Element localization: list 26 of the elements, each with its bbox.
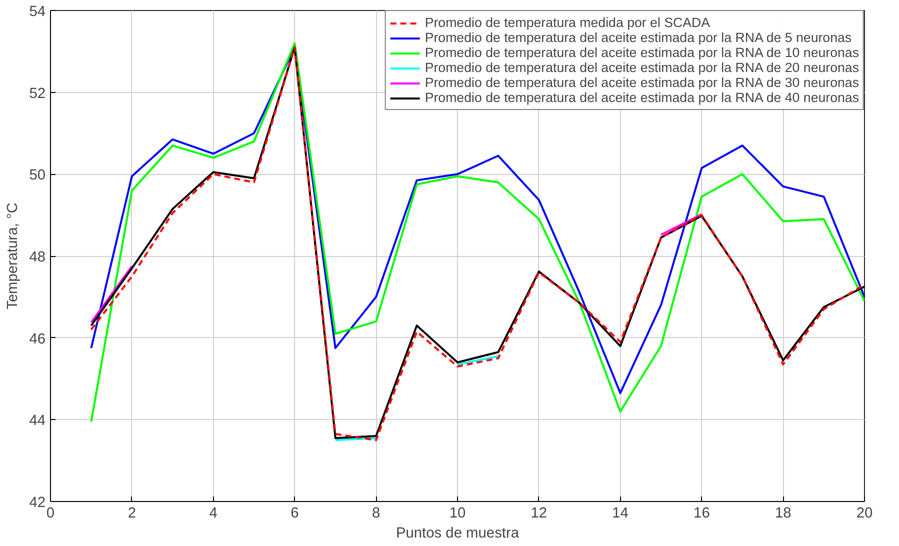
legend-label: Promedio de temperatura del aceite estimada por la RNA de 30 neuronas: [424, 75, 859, 90]
y-tick-label: 54: [29, 4, 46, 20]
y-tick-label: 50: [29, 168, 46, 184]
x-tick-label: 10: [449, 506, 466, 522]
y-tick-label: 52: [29, 86, 46, 102]
x-tick-label: 14: [612, 506, 628, 522]
x-tick-label: 18: [774, 506, 792, 522]
x-tick-label: 0: [46, 506, 55, 522]
y-tick-label: 42: [29, 495, 46, 511]
legend-label: Promedio de temperatura del aceite estimada por la RNA de 5 neuronas: [424, 30, 852, 45]
x-axis-title: Puntos de muestra: [396, 526, 520, 542]
x-tick-label: 12: [530, 506, 548, 522]
x-tick-label: 6: [290, 506, 299, 522]
legend-label: Promedio de temperatura del aceite estimada por la RNA de 10 neuronas: [424, 45, 859, 60]
x-tick-label: 4: [209, 506, 218, 522]
y-tick-label: 46: [29, 331, 46, 348]
legend-label: Promedio de temperatura del aceite estimada por la RNA de 20 neuronas: [424, 60, 859, 75]
x-tick-label: 8: [372, 506, 380, 522]
x-tick-label: 20: [856, 506, 873, 522]
y-tick-label: 48: [29, 250, 46, 266]
y-axis-title: Temperatura, °C: [5, 202, 22, 310]
legend-label: Promedio de temperatura medida por el SCADA: [424, 15, 710, 30]
legend-label: Promedio de temperatura del aceite estimada por la RNA de 40 neuronas: [424, 90, 859, 105]
x-tick-label: 2: [128, 506, 136, 522]
y-tick-label: 44: [29, 413, 46, 430]
x-tick-label: 16: [694, 506, 710, 522]
